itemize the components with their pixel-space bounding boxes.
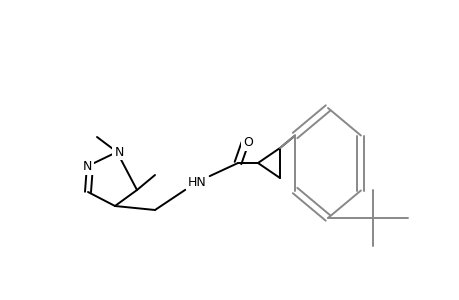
Text: N: N — [82, 160, 91, 173]
Text: N: N — [114, 146, 123, 158]
Text: O: O — [242, 136, 252, 149]
Text: HN: HN — [187, 176, 206, 188]
